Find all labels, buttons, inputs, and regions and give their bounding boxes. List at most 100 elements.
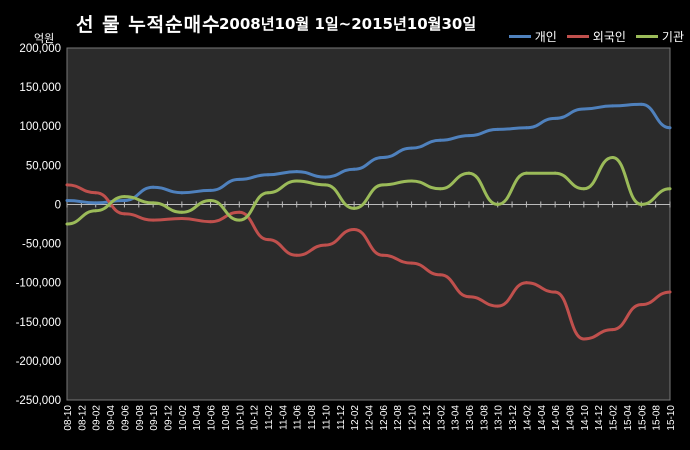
x-tick-label: 09-04 [106,405,117,431]
y-axis: 200,000 150,000 100,000 50,000 0 -50,000 -100,… [16,43,670,407]
legend-label-individual: 개인 [534,30,557,44]
y-tick-label: -200,000 [16,356,61,368]
x-tick-label: 11-08 [307,405,318,430]
data-point [94,201,98,205]
data-point [496,202,500,206]
x-tick-label: 10-08 [221,405,232,431]
data-point [611,328,615,332]
x-tick-label: 10-02 [178,405,189,431]
data-point [524,281,528,285]
x-tick-label: 12-06 [379,405,390,431]
data-point [553,171,557,175]
data-point [295,170,299,174]
x-tick-label: 08-10 [63,405,74,431]
x-tick-label: 11-10 [321,405,332,430]
data-point [295,253,299,257]
x-tick-label: 09-10 [149,405,160,431]
data-point [668,187,672,191]
data-point [180,191,184,195]
x-tick-label: 09-08 [135,405,146,431]
y-tick-label: 50,000 [26,160,61,172]
chart-subtitle: 2008년10월 1일~2015년10월30일 [219,15,477,33]
x-tick-label: 14-12 [594,405,605,431]
y-axis-unit-label: 억원 [34,32,55,45]
data-point [553,116,557,120]
data-point [639,202,643,206]
series-line-foreign [66,183,671,341]
legend-item-foreign: 외국인 [566,28,626,45]
data-point [639,102,643,106]
plot-area [66,47,671,401]
data-point [410,146,414,150]
data-point [438,138,442,142]
data-point [668,290,672,294]
x-tick-label: 13-04 [451,405,462,431]
x-tick-label: 10-04 [192,405,203,431]
data-point [467,171,471,175]
chart-title-bar: 선 물 누적순매수 2008년10월 1일~2015년10월30일 [0,10,690,38]
data-point [352,167,356,171]
x-tick-label: 12-12 [422,405,433,431]
y-tick-label: 150,000 [19,82,61,94]
data-point [122,199,126,203]
data-point [410,261,414,265]
data-point [65,199,69,203]
chart-title: 선 물 누적순매수 [76,14,221,36]
data-point [438,187,442,191]
x-tick-label: 12-04 [365,405,376,431]
data-point [266,238,270,242]
legend-label-institution: 기관 [661,30,684,44]
series-line-institution [66,156,671,226]
x-tick-label: 10-06 [207,405,218,431]
data-point [65,183,69,187]
y-tick-label: -100,000 [16,278,61,290]
data-point [639,303,643,307]
data-point [65,222,69,226]
data-point [323,183,327,187]
data-point [553,290,557,294]
data-point [582,337,586,341]
data-point [237,218,241,222]
data-point [611,104,615,108]
data-point [180,217,184,221]
data-point [496,304,500,308]
data-point [467,295,471,299]
data-point [381,156,385,160]
data-point [352,227,356,231]
data-point [151,201,155,205]
legend-item-institution: 기관 [635,28,684,45]
data-point [323,175,327,179]
x-tick-label: 09-12 [164,405,175,431]
x-tick-label: 12-02 [350,405,361,431]
x-tick-label: 08-12 [77,405,88,431]
x-tick-label: 14-04 [537,405,548,431]
data-point [524,171,528,175]
data-point [496,127,500,131]
x-tick-label: 12-08 [393,405,404,431]
x-tick-label: 15-10 [666,405,677,431]
x-tick-label: 11-06 [293,405,304,430]
data-point [352,206,356,210]
x-tick-label: 14-10 [580,405,591,431]
x-tick-label: 09-02 [92,405,103,431]
series-line-individual [66,102,671,205]
data-point [266,191,270,195]
data-point [237,210,241,214]
x-tick-label: 14-02 [522,405,533,431]
y-tick-label: 0 [55,199,61,211]
x-tick-label: 13-02 [436,405,447,431]
x-tick-label: 10-12 [250,405,261,431]
x-tick-label: 10-10 [235,405,246,431]
legend-swatch-foreign [566,35,589,38]
series-group [65,102,672,341]
data-point [122,212,126,216]
data-point [524,126,528,130]
x-tick-label: 13-08 [479,405,490,431]
x-tick-label: 11-02 [264,405,275,430]
x-axis: 08-10 08-12 09-02 09-04 09-06 09-08 09-10 09-12… [63,201,677,431]
legend-label-foreign: 외국인 [592,30,626,44]
data-point [94,191,98,195]
data-point [209,199,213,203]
data-point [582,187,586,191]
